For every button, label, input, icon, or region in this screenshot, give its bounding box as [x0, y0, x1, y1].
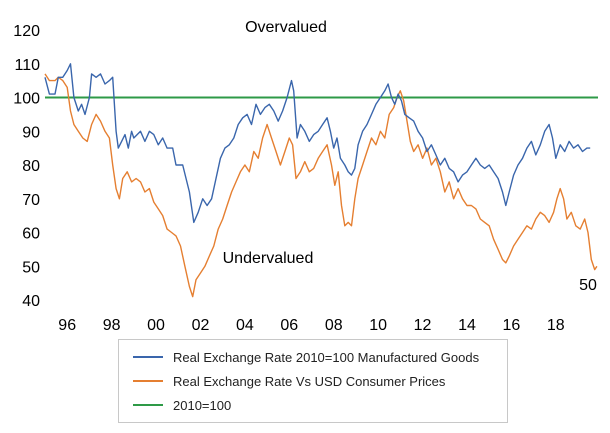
end-value-annotation: 50	[579, 277, 597, 294]
x-tick-label: 06	[280, 317, 298, 334]
legend-label-baseline: 2010=100	[173, 397, 232, 413]
y-tick-label: 80	[22, 158, 40, 175]
x-tick-label: 02	[192, 317, 210, 334]
legend-label-consumer-prices: Real Exchange Rate Vs USD Consumer Price…	[173, 373, 446, 389]
series-line-manufactured-goods	[44, 63, 591, 224]
y-tick-label: 120	[13, 23, 40, 40]
y-tick-label: 50	[22, 259, 40, 276]
y-tick-label: 110	[14, 57, 40, 74]
x-tick-label: 14	[458, 317, 476, 334]
legend-swatch-manufactured-goods	[133, 356, 163, 358]
y-tick-label: 40	[22, 293, 40, 310]
legend-swatch-baseline	[133, 404, 163, 406]
legend: Real Exchange Rate 2010=100 Manufactured…	[118, 339, 508, 423]
legend-swatch-consumer-prices	[133, 380, 163, 382]
y-axis: 40 50 60 70 80 90 100 110 120	[13, 23, 40, 310]
y-tick-label: 100	[13, 91, 40, 108]
y-tick-label: 60	[22, 226, 40, 243]
x-tick-label: 04	[236, 317, 254, 334]
x-tick-label: 96	[58, 317, 76, 334]
x-axis: 96 98 00 02 04 06 08 10 12 14 16 18	[58, 317, 564, 334]
overvalued-annotation: Overvalued	[245, 19, 327, 36]
series-line-consumer-prices	[44, 73, 598, 298]
undervalued-annotation: Undervalued	[223, 250, 314, 267]
x-tick-label: 18	[547, 317, 565, 334]
legend-item-baseline: 2010=100	[133, 395, 231, 415]
x-tick-label: 08	[325, 317, 343, 334]
x-tick-label: 98	[103, 317, 121, 334]
x-tick-label: 10	[369, 317, 387, 334]
legend-label-manufactured-goods: Real Exchange Rate 2010=100 Manufactured…	[173, 349, 480, 365]
y-tick-label: 90	[22, 124, 40, 141]
x-tick-label: 16	[502, 317, 520, 334]
legend-item-consumer-prices: Real Exchange Rate Vs USD Consumer Price…	[133, 371, 445, 391]
y-tick-label: 70	[22, 192, 40, 209]
legend-item-manufactured-goods: Real Exchange Rate 2010=100 Manufactured…	[133, 347, 479, 367]
plot-area	[44, 63, 598, 298]
x-tick-label: 12	[414, 317, 432, 334]
x-tick-label: 00	[147, 317, 165, 334]
